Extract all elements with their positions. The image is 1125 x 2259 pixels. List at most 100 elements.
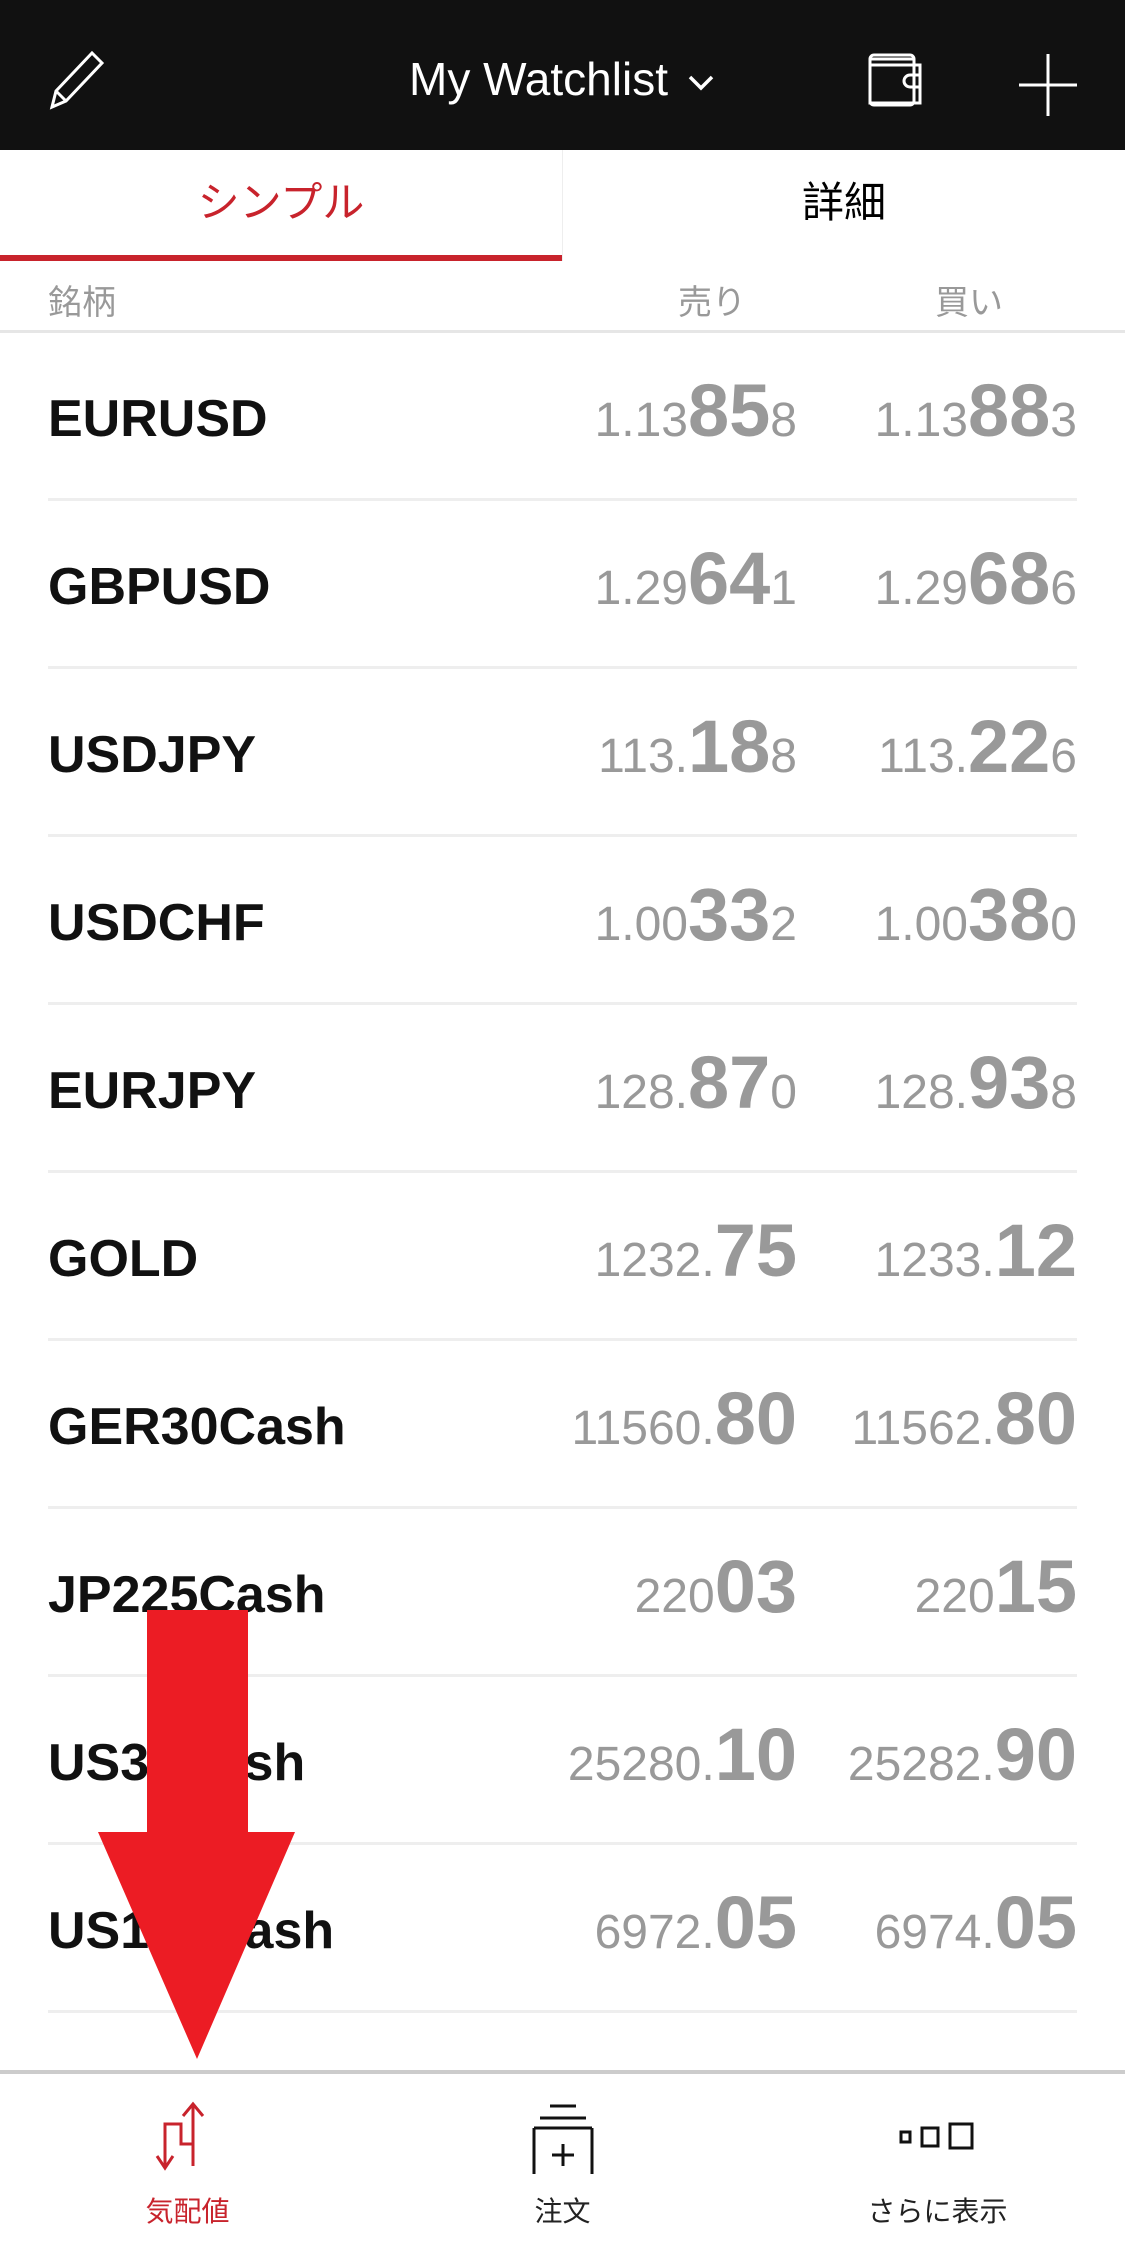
table-row[interactable]: GER30Cash 11560.80 11562.80 [48, 1341, 1077, 1509]
nav-label: 注文 [534, 2196, 591, 2227]
buy-price[interactable]: 11562.80 [851, 1382, 1077, 1456]
nav-label: さらに表示 [867, 2196, 1008, 2227]
price-prefix: 1233. [874, 1234, 995, 1287]
nav-quotes[interactable]: 気配値 [0, 2074, 375, 2259]
column-header: 銘柄 売り 買い [0, 261, 1125, 333]
table-row[interactable]: JP225Cash 22003 22015 [48, 1509, 1077, 1677]
table-row[interactable]: US100Cash 6972.05 6974.05 [48, 1845, 1077, 2013]
price-fraction: 6 [1050, 730, 1077, 783]
price-pips: 22 [967, 705, 1051, 788]
wallet-icon[interactable] [862, 45, 932, 115]
sell-price[interactable]: 22003 [635, 1550, 797, 1624]
nav-label: 気配値 [145, 2196, 230, 2227]
price-prefix: 6972. [594, 1906, 715, 1959]
price-prefix: 6974. [874, 1906, 995, 1959]
price-pips: 15 [994, 1545, 1077, 1628]
buy-price[interactable]: 113.226 [878, 710, 1077, 784]
view-tabs: シンプル 詳細 [0, 150, 1125, 261]
table-row[interactable]: EURJPY 128.870 128.938 [48, 1005, 1077, 1173]
price-prefix: 128. [594, 1066, 688, 1119]
symbol-name: USDJPY [48, 726, 257, 784]
sell-price[interactable]: 1.29641 [595, 542, 797, 616]
sell-price[interactable]: 1232.75 [595, 1214, 797, 1288]
symbol-name: GBPUSD [48, 558, 271, 616]
column-buy: 買い [935, 284, 1003, 322]
table-row[interactable]: GBPUSD 1.29641 1.29686 [48, 501, 1077, 669]
top-bar: My Watchlist [0, 0, 1125, 150]
symbol-name: GOLD [48, 1230, 199, 1288]
quotes-arrows-icon [155, 2101, 204, 2171]
symbol-name: US30Cash [48, 1734, 306, 1792]
sell-price[interactable]: 11560.80 [571, 1382, 797, 1456]
bottom-nav: 気配値 注文 さらに表示 [0, 2070, 1125, 2259]
price-pips: 75 [714, 1209, 797, 1292]
price-pips: 18 [687, 705, 771, 788]
price-pips: 05 [714, 1881, 797, 1964]
buy-price[interactable]: 1233.12 [875, 1214, 1077, 1288]
table-row[interactable]: USDCHF 1.00332 1.00380 [48, 837, 1077, 1005]
price-pips: 88 [967, 369, 1051, 452]
buy-price[interactable]: 6974.05 [875, 1886, 1077, 1960]
price-pips: 93 [967, 1041, 1051, 1124]
symbol-name: EURUSD [48, 390, 268, 448]
sell-price[interactable]: 25280.10 [568, 1718, 797, 1792]
price-prefix: 1.00 [874, 898, 968, 951]
nav-more[interactable]: さらに表示 [750, 2074, 1125, 2259]
watchlist-title: My Watchlist [409, 53, 668, 105]
buy-price[interactable]: 1.13883 [875, 374, 1077, 448]
price-prefix: 1.00 [594, 898, 688, 951]
price-fraction: 0 [770, 1066, 797, 1119]
sell-price[interactable]: 1.13858 [595, 374, 797, 448]
symbol-name: GER30Cash [48, 1398, 346, 1456]
column-sell: 売り [678, 284, 746, 322]
price-pips: 87 [687, 1041, 771, 1124]
nav-order[interactable]: 注文 [375, 2074, 750, 2259]
column-symbol: 銘柄 [48, 284, 116, 322]
table-row[interactable]: USDJPY 113.188 113.226 [48, 669, 1077, 837]
price-pips: 33 [687, 873, 771, 956]
buy-price[interactable]: 25282.90 [848, 1718, 1077, 1792]
price-prefix: 1232. [594, 1234, 715, 1287]
price-prefix: 113. [598, 730, 688, 783]
pencil-icon[interactable] [42, 45, 112, 115]
price-prefix: 1.29 [594, 562, 688, 615]
price-pips: 80 [714, 1377, 797, 1460]
price-pips: 03 [714, 1545, 797, 1628]
tab-detail[interactable]: 詳細 [562, 150, 1125, 261]
symbol-name: USDCHF [48, 894, 265, 952]
sell-price[interactable]: 113.188 [598, 710, 797, 784]
table-row[interactable]: EURUSD 1.13858 1.13883 [48, 333, 1077, 501]
buy-price[interactable]: 128.938 [875, 1046, 1077, 1120]
price-pips: 64 [687, 537, 771, 620]
watchlist: EURUSD 1.13858 1.13883 GBPUSD 1.29641 1.29686… [0, 333, 1125, 2013]
more-squares-icon [899, 2122, 973, 2150]
table-row[interactable]: US30Cash 25280.10 25282.90 [48, 1677, 1077, 1845]
price-prefix: 220 [634, 1570, 715, 1623]
tab-simple[interactable]: シンプル [0, 150, 562, 261]
sell-price[interactable]: 6972.05 [595, 1886, 797, 1960]
price-pips: 05 [994, 1881, 1077, 1964]
sell-price[interactable]: 1.00332 [595, 878, 797, 952]
price-prefix: 220 [914, 1570, 995, 1623]
chevron-down-icon [688, 75, 714, 91]
buy-price[interactable]: 1.00380 [875, 878, 1077, 952]
price-fraction: 6 [1050, 562, 1077, 615]
watchlist-selector[interactable]: My Watchlist [0, 52, 1125, 106]
table-row[interactable]: GOLD 1232.75 1233.12 [48, 1173, 1077, 1341]
order-add-icon [532, 2104, 593, 2174]
price-prefix: 113. [878, 730, 968, 783]
price-pips: 80 [994, 1377, 1077, 1460]
price-fraction: 1 [770, 562, 797, 615]
price-prefix: 1.13 [874, 394, 968, 447]
price-fraction: 8 [1050, 1066, 1077, 1119]
price-prefix: 11562. [851, 1402, 995, 1455]
plus-icon[interactable] [1013, 50, 1083, 120]
price-prefix: 128. [874, 1066, 968, 1119]
buy-price[interactable]: 22015 [915, 1550, 1077, 1624]
symbol-name: EURJPY [48, 1062, 257, 1120]
price-prefix: 1.29 [874, 562, 968, 615]
sell-price[interactable]: 128.870 [595, 1046, 797, 1120]
symbol-name: US100Cash [48, 1902, 335, 1960]
buy-price[interactable]: 1.29686 [875, 542, 1077, 616]
price-pips: 38 [967, 873, 1051, 956]
